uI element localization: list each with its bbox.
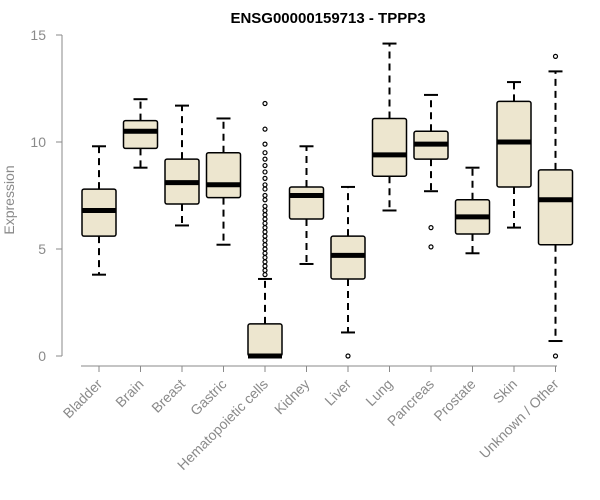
outlier-point <box>552 53 559 60</box>
outlier-point <box>262 186 268 192</box>
y-tick-label: 5 <box>38 241 46 257</box>
x-tick-label: Unknown / Other <box>476 376 562 462</box>
outlier-point <box>262 237 268 244</box>
outlier-point <box>345 353 351 359</box>
box-iqr <box>122 119 159 150</box>
y-tick-label: 15 <box>30 27 46 43</box>
outlier-point <box>262 246 268 252</box>
box-group <box>330 185 366 359</box>
outlier-point <box>262 197 268 203</box>
outlier-point <box>262 233 268 239</box>
outlier-point <box>262 272 268 278</box>
box-group <box>413 93 449 250</box>
outlier-point <box>262 216 268 222</box>
outlier-point <box>262 212 268 218</box>
box-group <box>81 145 117 276</box>
x-tick-label: Skin <box>490 376 521 407</box>
outlier-point <box>262 242 268 248</box>
outlier-point <box>428 244 434 250</box>
box-group <box>247 100 283 359</box>
box-iqr <box>288 186 325 220</box>
x-tick-label: Liver <box>321 376 354 409</box>
outlier-point <box>552 353 559 359</box>
box-iqr <box>247 323 283 357</box>
outlier-point <box>262 225 268 231</box>
outlier-point <box>262 259 268 265</box>
box-group <box>537 53 574 359</box>
outlier-point <box>262 182 268 188</box>
x-tick-label: Brain <box>112 376 146 410</box>
x-tick-label: Lung <box>362 376 395 409</box>
outlier-point <box>262 169 268 175</box>
outlier-point <box>262 175 268 181</box>
outlier-point <box>262 162 268 169</box>
outlier-point <box>262 229 268 235</box>
boxes-layer <box>81 42 574 359</box>
y-tick-label: 10 <box>30 134 46 150</box>
x-tick-label: Prostate <box>430 376 478 424</box>
box-iqr <box>205 151 242 199</box>
box-group <box>164 104 200 227</box>
y-axis-label: Expression <box>1 165 17 234</box>
box-group <box>288 145 325 265</box>
y-tick-label: 0 <box>38 348 46 364</box>
outlier-point <box>262 250 268 256</box>
outlier-point <box>262 100 268 107</box>
x-tick-label: Bladder <box>60 376 106 422</box>
box-iqr <box>371 117 408 177</box>
y-axis-ticks: 0 5 10 15 <box>30 27 62 364</box>
box-group <box>454 166 491 255</box>
outlier-point <box>262 220 268 226</box>
outlier-point <box>262 192 268 199</box>
outlier-point <box>262 150 268 156</box>
outlier-point <box>262 207 268 214</box>
outlier-point <box>262 203 268 209</box>
x-tick-label: Kidney <box>271 376 313 418</box>
box-group <box>122 98 159 169</box>
box-group <box>205 117 242 246</box>
box-iqr <box>537 169 574 246</box>
x-tick-label: Breast <box>148 376 188 416</box>
outlier-point <box>262 263 268 269</box>
box-group <box>496 81 532 229</box>
outlier-point <box>262 267 268 273</box>
chart-title: ENSG00000159713 - TPPP3 <box>230 10 425 27</box>
outlier-point <box>262 254 268 261</box>
outlier-point <box>428 225 434 231</box>
outlier-point <box>262 141 268 147</box>
box-group <box>371 42 408 212</box>
outlier-point <box>262 126 268 132</box>
outlier-point <box>262 156 268 162</box>
